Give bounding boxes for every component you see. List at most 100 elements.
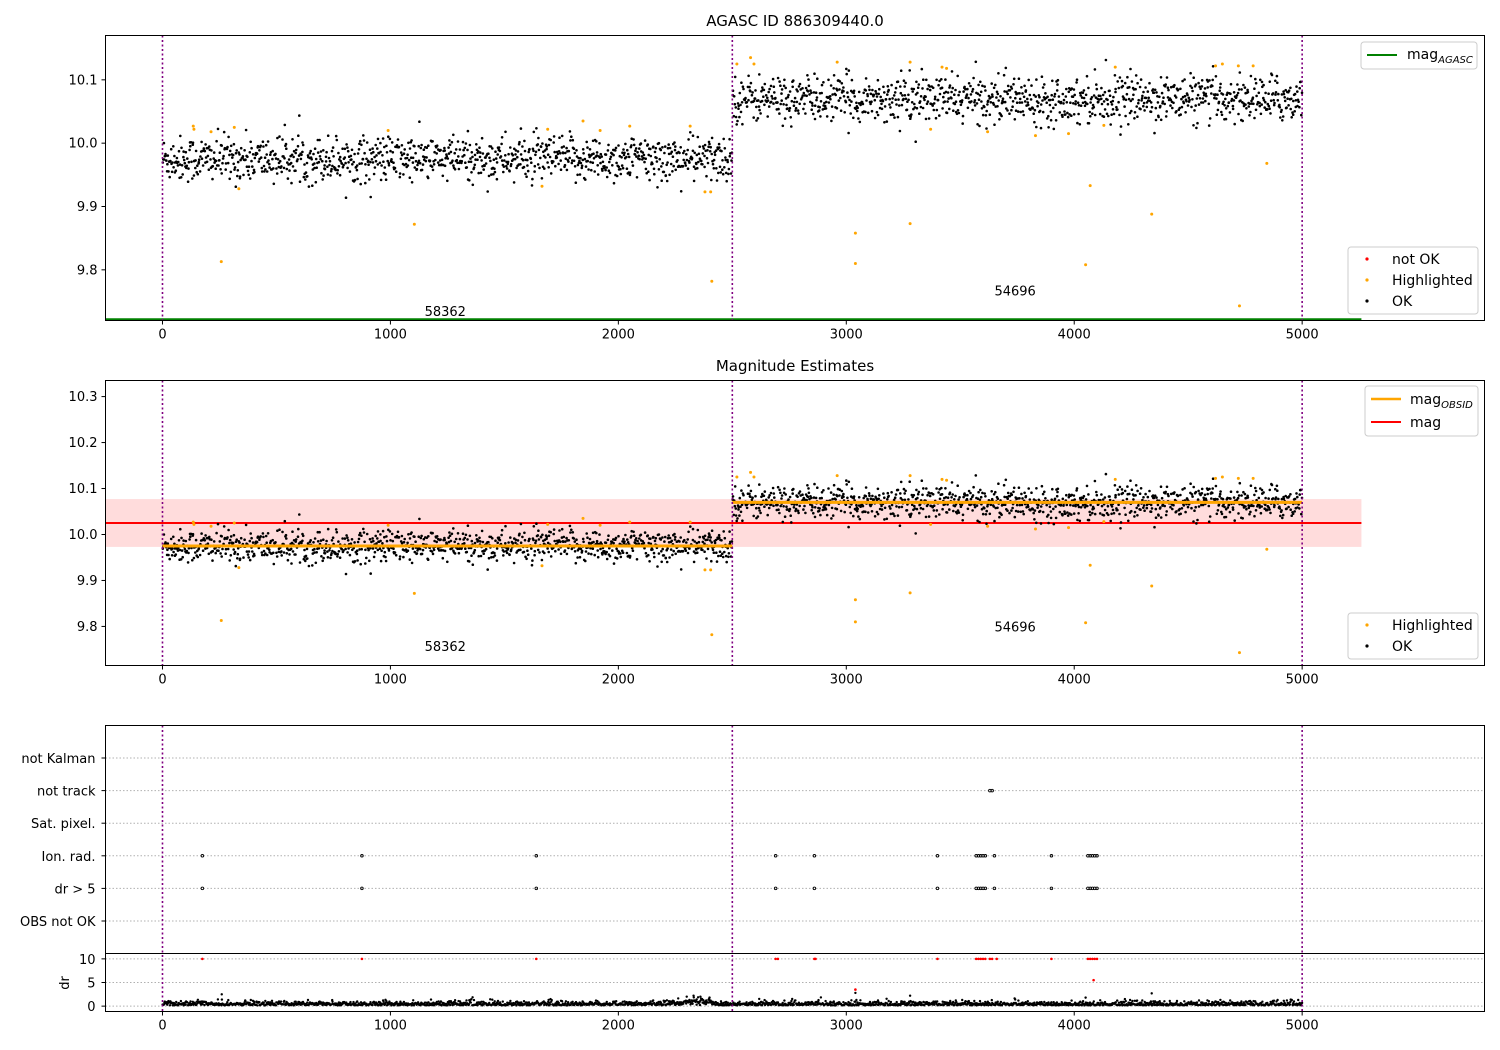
- ok-point: [1227, 503, 1231, 507]
- ok-point: [733, 504, 737, 508]
- ok-point: [652, 145, 655, 148]
- ok-point: [957, 511, 961, 514]
- ok-point: [531, 147, 535, 151]
- ok-point: [398, 175, 402, 179]
- ok-point: [243, 149, 246, 152]
- ok-point: [1253, 116, 1256, 120]
- ok-point: [1128, 85, 1131, 89]
- ok-point: [186, 157, 189, 160]
- ok-point: [966, 493, 969, 497]
- ok-point: [769, 100, 773, 104]
- ok-point: [1242, 83, 1245, 87]
- ok-point: [344, 196, 348, 199]
- ok-point: [323, 549, 326, 552]
- ok-point: [1264, 496, 1267, 500]
- ok-point: [326, 556, 330, 559]
- ok-point: [326, 527, 330, 531]
- ok-point: [457, 167, 461, 171]
- ok-point: [198, 170, 202, 173]
- ok-point: [1274, 487, 1277, 491]
- ok-point: [740, 503, 744, 507]
- ok-point: [366, 159, 370, 163]
- ok-point: [350, 148, 354, 152]
- ok-point: [748, 492, 751, 496]
- ok-point: [767, 496, 770, 499]
- ok-point: [810, 508, 813, 512]
- ok-point: [222, 154, 225, 158]
- ok-point: [787, 93, 790, 97]
- ok-point: [740, 101, 744, 104]
- ok-point: [278, 528, 281, 531]
- ok-point: [486, 190, 490, 193]
- ok-point: [387, 164, 391, 167]
- ok-point: [1164, 83, 1167, 86]
- ok-point: [660, 560, 663, 564]
- ok-point: [958, 496, 961, 499]
- ok-point: [456, 161, 459, 165]
- ok-point: [1153, 131, 1156, 135]
- ok-point: [1194, 83, 1198, 86]
- ok-point: [875, 110, 879, 114]
- ok-point: [1149, 503, 1153, 507]
- ok-point: [288, 169, 291, 172]
- ok-point: [1035, 521, 1038, 525]
- ok-point: [701, 548, 704, 552]
- ok-point: [636, 151, 639, 154]
- ok-point: [182, 150, 185, 153]
- ok-point: [289, 161, 293, 165]
- ok-point: [234, 185, 238, 188]
- ok-point: [1232, 496, 1236, 499]
- ok-point: [1031, 508, 1035, 511]
- ok-point: [779, 504, 782, 508]
- ok-point: [417, 535, 421, 538]
- ok-point: [935, 509, 939, 512]
- ok-point: [1254, 81, 1258, 85]
- ok-point: [278, 159, 282, 163]
- ok-point: [406, 541, 409, 545]
- ok-point: [919, 506, 923, 510]
- ok-point: [370, 158, 374, 161]
- ok-point: [1186, 505, 1190, 509]
- ok-point: [1156, 101, 1160, 104]
- dr-point: [203, 1003, 206, 1007]
- ok-point: [475, 534, 478, 537]
- ok-point: [350, 538, 354, 541]
- dr-point: [244, 999, 247, 1003]
- ok-point: [687, 530, 690, 534]
- ok-point: [271, 538, 275, 542]
- ok-point: [448, 143, 452, 147]
- ok-point: [1200, 487, 1204, 491]
- ok-point: [579, 547, 583, 551]
- ok-point: [1037, 503, 1040, 507]
- ok-point: [479, 554, 483, 558]
- ok-point: [1278, 507, 1282, 510]
- ok-point: [901, 94, 904, 97]
- ok-point: [695, 153, 699, 157]
- ok-point: [1220, 113, 1224, 117]
- ok-point: [897, 505, 901, 509]
- ok-point: [418, 517, 421, 521]
- ok-point: [641, 151, 645, 154]
- ok-point: [836, 494, 839, 498]
- ok-point: [604, 168, 607, 172]
- ok-point: [702, 147, 706, 150]
- ok-point: [819, 115, 822, 118]
- ok-point: [956, 509, 960, 512]
- ok-point: [1055, 494, 1059, 498]
- ok-point: [186, 180, 190, 183]
- ok-point: [888, 97, 891, 101]
- ok-point: [357, 148, 361, 151]
- ok-point: [617, 534, 620, 538]
- dr-point: [331, 1000, 334, 1003]
- ok-point: [965, 93, 969, 96]
- ok-point: [806, 495, 810, 499]
- ok-point: [301, 143, 305, 147]
- dr-point: [320, 1001, 323, 1004]
- ok-point: [569, 531, 572, 534]
- ok-point: [1287, 89, 1291, 92]
- ok-point: [448, 531, 451, 534]
- ok-point: [1231, 508, 1235, 511]
- ok-point: [609, 155, 613, 159]
- ok-point: [752, 99, 756, 103]
- ok-point: [519, 127, 523, 130]
